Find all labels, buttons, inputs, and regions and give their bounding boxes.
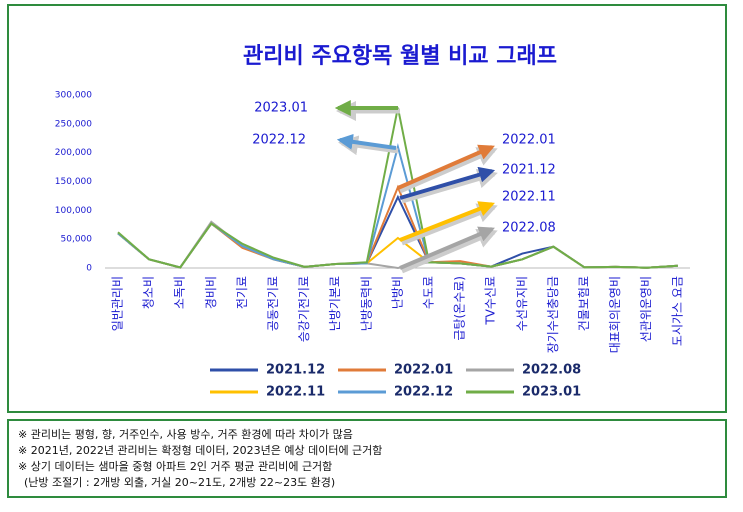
- chart-frame: [7, 4, 727, 413]
- annotation-label: 2021.12: [502, 163, 556, 178]
- x-tick-label: 수선유지비: [515, 276, 529, 331]
- x-tick-label: 일반관리비: [111, 276, 125, 331]
- x-tick-label: 소독비: [173, 276, 187, 309]
- y-tick-label: 50,000: [61, 235, 93, 245]
- annotation-label: 2022.08: [502, 221, 556, 236]
- x-tick-label: 선관위운영비: [639, 276, 653, 342]
- y-tick-label: 250,000: [55, 119, 92, 129]
- annotation-label: 2022.12: [252, 133, 306, 148]
- x-tick-label: 장기수선충당금: [546, 276, 560, 353]
- legend-label: 2023.01: [522, 385, 581, 400]
- x-tick-label: 공동전기료: [266, 276, 280, 331]
- annotation-arrow: [399, 201, 495, 242]
- y-tick-label: 100,000: [55, 206, 92, 216]
- legend-label: 2022.01: [394, 363, 453, 378]
- legend-label: 2022.12: [394, 385, 453, 400]
- annotation-label: 2022.01: [502, 133, 556, 148]
- x-tick-label: 경비비: [204, 276, 218, 309]
- x-tick-label: TV수신료: [484, 276, 498, 326]
- x-tick-label: 건물보험료: [577, 276, 591, 331]
- annotation-arrow: [399, 226, 495, 270]
- y-tick-label: 150,000: [55, 177, 92, 187]
- note-line: ※ 관리비는 평형, 향, 거주인수, 사용 방수, 거주 환경에 따라 차이가…: [18, 428, 353, 441]
- y-tick-label: 200,000: [55, 148, 92, 158]
- y-tick-label: 300,000: [55, 91, 92, 101]
- chart-title: 관리비 주요항목 월별 비교 그래프: [243, 44, 557, 69]
- legend-label: 2022.08: [522, 363, 581, 378]
- legend-label: 2021.12: [266, 363, 325, 378]
- x-tick-label: 난방동력비: [359, 276, 373, 331]
- legend-label: 2022.11: [266, 385, 325, 400]
- note-line: (난방 조절기 : 2개방 외출, 거실 20~21도, 2개방 22~23도 …: [24, 476, 335, 489]
- annotation-label: 2022.11: [502, 190, 556, 205]
- x-tick-label: 전기료: [235, 276, 249, 309]
- x-tick-label: 승강기전기료: [297, 276, 311, 342]
- annotation-arrow: [399, 166, 496, 200]
- x-tick-label: 난방기본료: [328, 276, 342, 331]
- x-tick-label: 대표회의운영비: [608, 276, 622, 353]
- annotation-arrow: [336, 133, 397, 150]
- x-tick-label: 급탕(온수료): [453, 276, 467, 341]
- notes-box: [7, 419, 727, 498]
- note-line: ※ 상기 데이터는 샘마을 중형 아파트 2인 거주 평균 관리비에 근거함: [18, 460, 332, 473]
- x-tick-label: 난방비: [390, 276, 404, 309]
- x-tick-label: 수도료: [422, 276, 436, 309]
- annotation-label: 2023.01: [254, 101, 308, 116]
- x-tick-label: 청소비: [142, 276, 156, 309]
- note-line: ※ 2021년, 2022년 관리비는 확정형 데이터, 2023년은 예상 데…: [18, 444, 382, 457]
- y-tick-label: 0: [86, 264, 92, 274]
- annotation-arrow: [397, 144, 495, 190]
- x-tick-label: 도시가스 요금: [670, 276, 684, 346]
